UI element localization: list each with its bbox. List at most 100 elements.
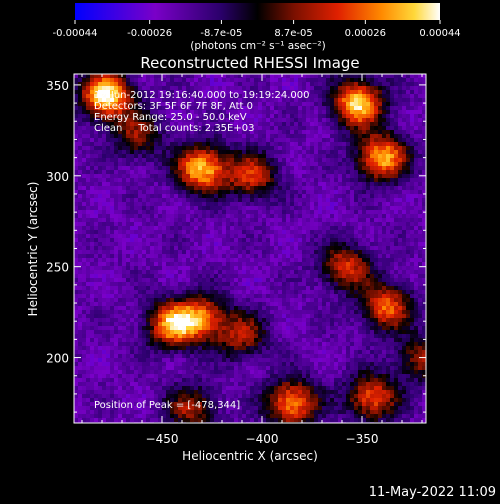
- heatmap-cell: [294, 146, 298, 150]
- heatmap-cell: [406, 166, 410, 170]
- heatmap-cell: [278, 166, 282, 170]
- heatmap-cell: [286, 246, 290, 250]
- heatmap-cell: [350, 170, 354, 174]
- heatmap-cell: [142, 82, 146, 86]
- heatmap-cell: [98, 186, 102, 190]
- heatmap-cell: [178, 218, 182, 222]
- heatmap-cell: [386, 222, 390, 226]
- heatmap-cell: [286, 206, 290, 210]
- heatmap-cell: [82, 166, 86, 170]
- heatmap-cell: [410, 198, 414, 202]
- heatmap-cell: [394, 178, 398, 182]
- heatmap-cell: [82, 294, 86, 298]
- heatmap-cell: [74, 218, 78, 222]
- heatmap-cell: [406, 174, 410, 178]
- heatmap-cell: [134, 202, 138, 206]
- heatmap-cell: [330, 246, 334, 250]
- heatmap-cell: [334, 286, 338, 290]
- heatmap-cell: [342, 114, 346, 118]
- heatmap-cell: [342, 106, 346, 110]
- heatmap-cell: [274, 294, 278, 298]
- heatmap-cell: [318, 142, 322, 146]
- heatmap-cell: [154, 202, 158, 206]
- heatmap-cell: [394, 210, 398, 214]
- heatmap-cell: [98, 146, 102, 150]
- heatmap-cell: [226, 174, 230, 178]
- heatmap-cell: [306, 74, 310, 78]
- heatmap-cell: [234, 298, 238, 302]
- heatmap-cell: [182, 74, 186, 78]
- heatmap-cell: [322, 242, 326, 246]
- heatmap-cell: [190, 150, 194, 154]
- heatmap-cell: [138, 278, 142, 282]
- heatmap-cell: [190, 294, 194, 298]
- heatmap-cell: [398, 178, 402, 182]
- heatmap-cell: [122, 186, 126, 190]
- heatmap-cell: [94, 290, 98, 294]
- heatmap-cell: [178, 274, 182, 278]
- heatmap-cell: [174, 198, 178, 202]
- heatmap-cell: [314, 262, 318, 266]
- heatmap-cell: [166, 190, 170, 194]
- heatmap-cell: [234, 294, 238, 298]
- heatmap-cell: [366, 154, 370, 158]
- heatmap-cell: [134, 174, 138, 178]
- heatmap-cell: [78, 126, 82, 130]
- heatmap-cell: [362, 246, 366, 250]
- heatmap-cell: [414, 90, 418, 94]
- heatmap-cell: [290, 242, 294, 246]
- heatmap-cell: [290, 138, 294, 142]
- heatmap-cell: [378, 262, 382, 266]
- heatmap-cell: [206, 210, 210, 214]
- heatmap-cell: [110, 258, 114, 262]
- heatmap-cell: [98, 174, 102, 178]
- heatmap-cell: [306, 174, 310, 178]
- heatmap-cell: [162, 78, 166, 82]
- heatmap-cell: [98, 214, 102, 218]
- heatmap-cell: [110, 138, 114, 142]
- heatmap-cell: [394, 82, 398, 86]
- heatmap-cell: [334, 190, 338, 194]
- heatmap-cell: [218, 178, 222, 182]
- heatmap-cell: [358, 238, 362, 242]
- heatmap-cell: [354, 294, 358, 298]
- heatmap-cell: [114, 82, 118, 86]
- heatmap-cell: [242, 286, 246, 290]
- heatmap-cell: [314, 270, 318, 274]
- heatmap-cell: [90, 246, 94, 250]
- heatmap-cell: [358, 198, 362, 202]
- heatmap-cell: [306, 190, 310, 194]
- heatmap-cell: [202, 158, 206, 162]
- heatmap-cell: [358, 262, 362, 266]
- heatmap-cell: [374, 278, 378, 282]
- heatmap-cell: [114, 182, 118, 186]
- heatmap-cell: [166, 254, 170, 258]
- heatmap-cell: [318, 250, 322, 254]
- heatmap-cell: [398, 274, 402, 278]
- heatmap-cell: [402, 238, 406, 242]
- heatmap-cell: [82, 222, 86, 226]
- heatmap-cell: [154, 166, 158, 170]
- heatmap-cell: [138, 250, 142, 254]
- heatmap-cell: [314, 218, 318, 222]
- heatmap-cell: [406, 170, 410, 174]
- heatmap-cell: [158, 162, 162, 166]
- heatmap-cell: [78, 234, 82, 238]
- heatmap-cell: [238, 234, 242, 238]
- heatmap-cell: [358, 138, 362, 142]
- heatmap-cell: [378, 246, 382, 250]
- heatmap-cell: [118, 234, 122, 238]
- heatmap-cell: [310, 202, 314, 206]
- heatmap-cell: [98, 222, 102, 226]
- heatmap-cell: [366, 78, 370, 82]
- heatmap-cell: [418, 162, 422, 166]
- heatmap-cell: [298, 158, 302, 162]
- heatmap-cell: [118, 138, 122, 142]
- heatmap-cell: [86, 270, 90, 274]
- heatmap-cell: [370, 94, 374, 98]
- heatmap-cell: [242, 78, 246, 82]
- heatmap-cell: [362, 234, 366, 238]
- heatmap-cell: [266, 102, 270, 106]
- heatmap-cell: [290, 262, 294, 266]
- heatmap-cell: [414, 166, 418, 170]
